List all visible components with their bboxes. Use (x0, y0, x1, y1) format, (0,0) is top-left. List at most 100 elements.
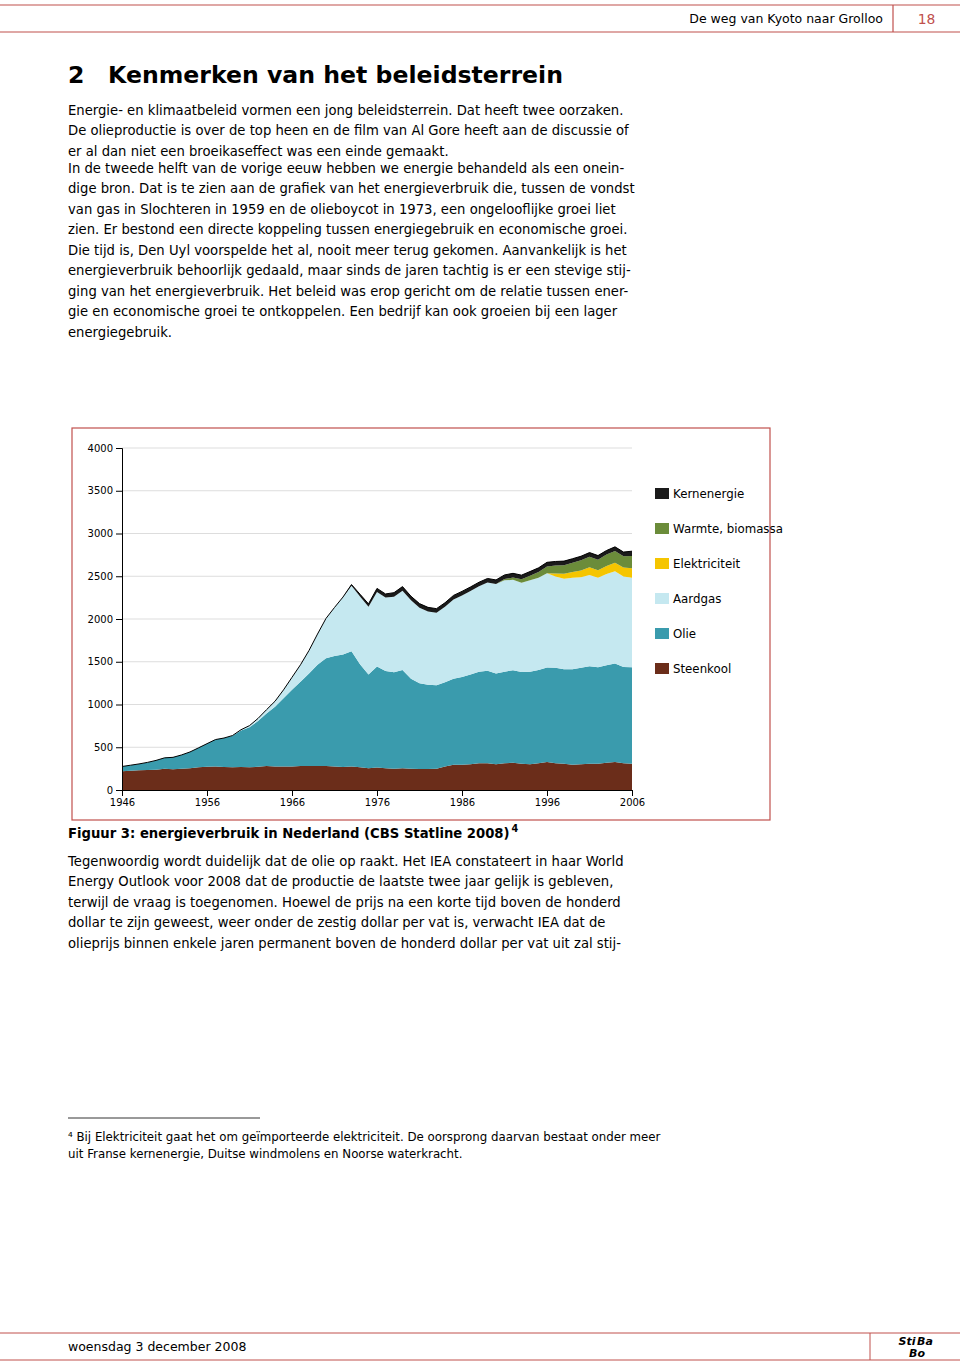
tick-mark (632, 790, 633, 796)
paragraph-line: Die tijd is, Den Uyl voorspelde het al, … (68, 243, 627, 258)
logo-text: Bo (909, 1347, 925, 1360)
paragraph-line: gie en economische groei te ontkoppelen.… (68, 304, 618, 319)
paragraph-line: olieprijs binnen enkele jaren permanent … (68, 936, 621, 951)
plot-area (122, 547, 632, 790)
legend-label: Steenkool (673, 662, 731, 676)
tick-mark (207, 790, 208, 796)
stack-top-line (122, 547, 632, 767)
tick-mark (116, 491, 122, 492)
legend-swatch (655, 628, 669, 639)
paragraph-line: Energy Outlook voor 2008 dat de producti… (68, 874, 613, 889)
tick: 1986 (450, 790, 475, 808)
legend-label: Warmte, biomassa (673, 522, 783, 536)
paragraph-line: zien. Er bestond een directe koppeling t… (68, 222, 627, 237)
tick-mark (462, 790, 463, 796)
tick-mark (116, 705, 122, 706)
paragraph-line: Tegenwoordig wordt duidelijk dat de olie… (67, 854, 624, 869)
axis-line (123, 791, 633, 797)
tick-mark (116, 534, 122, 535)
paragraph-line: energiegebruik. (68, 325, 172, 340)
legend-swatch (655, 488, 669, 499)
paragraph-line: ging van het energieverbruik. Het beleid… (68, 284, 629, 299)
paragraph-line: energieverbruik behoorlijk gedaald, maar… (68, 263, 631, 278)
legend-label: Elektriciteit (673, 557, 740, 571)
paragraph-line: terwijl de vraag is toegenomen. Hoewel d… (68, 895, 621, 910)
legend-label: Aardgas (673, 592, 721, 606)
chart-frame (72, 428, 770, 820)
tick: 4000 (88, 443, 122, 454)
x-axis: 1946195619661976198619962006 (110, 790, 645, 808)
page-number: 18 (918, 11, 936, 27)
legend-swatch (655, 558, 669, 569)
tick: 3000 (88, 528, 122, 539)
header-divider (892, 5, 893, 32)
tick-label: 1996 (535, 797, 560, 808)
tick: 1946 (110, 790, 135, 808)
tick-mark (122, 790, 123, 796)
tick-label: 3500 (88, 485, 113, 496)
header-rule (0, 4, 960, 5)
tick: 1956 (195, 790, 220, 808)
tick-mark (116, 747, 122, 748)
footer-date: woensdag 3 december 2008 (68, 1339, 246, 1354)
grid-line (122, 533, 632, 534)
tick-mark (116, 448, 122, 449)
tick: 1000 (88, 699, 122, 710)
footer-rule (0, 1333, 960, 1334)
tick-label: 2000 (88, 614, 113, 625)
header-rule (0, 31, 960, 32)
tick-mark (116, 619, 122, 620)
tick-label: 1500 (88, 656, 113, 667)
tick: 1976 (365, 790, 390, 808)
footer-divider (870, 1333, 871, 1360)
paragraph-line: In de tweede helft van de vorige eeuw he… (68, 161, 624, 176)
footer-rule (0, 1360, 960, 1361)
tick-label: 2500 (88, 571, 113, 582)
area-series (122, 551, 632, 767)
grid (122, 448, 632, 790)
paragraph-line: De olieproductie is over de top heen en … (68, 123, 629, 138)
paragraph-line: dige bron. Dat is te zien aan de grafiek… (68, 181, 635, 196)
tick-mark (116, 790, 122, 791)
tick: 2000 (88, 614, 122, 625)
area-series (122, 547, 632, 767)
tick: 1966 (280, 790, 305, 808)
tick-mark (377, 790, 378, 796)
footnote-mark: 4 (512, 823, 519, 834)
tick-label: 3000 (88, 528, 113, 539)
footnote-line: ⁴ Bij Elektriciteit gaat het om geïmport… (68, 1130, 661, 1144)
footnote-rule (68, 1118, 260, 1119)
header-text: De weg van Kyoto naar Grolloo (689, 11, 883, 26)
legend-label: Kernenergie (673, 487, 744, 501)
tick: 0 (107, 785, 122, 796)
tick-label: 1956 (195, 797, 220, 808)
tick-label: 1986 (450, 797, 475, 808)
chapter-title: 2 Kenmerken van het beleidsterrein (68, 61, 563, 89)
y-axis: 05001000150020002500300035004000 (88, 443, 123, 796)
area-series (122, 651, 632, 771)
tick-mark (547, 790, 548, 796)
footnote-line: uit Franse kernenergie, Duitse windmolen… (68, 1147, 462, 1161)
area-series (122, 571, 632, 766)
tick-label: 0 (107, 785, 113, 796)
grid-line (122, 490, 632, 491)
legend-swatch (655, 523, 669, 534)
legend-swatch (655, 593, 669, 604)
tick: 1996 (535, 790, 560, 808)
chart: 0500100015002000250030003500400019461956… (88, 443, 646, 808)
tick-label: 4000 (88, 443, 113, 454)
paragraph-line: Energie- en klimaatbeleid vormen een jon… (68, 103, 623, 118)
paragraph-line: er al dan niet een broeikaseffect was ee… (68, 144, 449, 159)
tick-label: 1946 (110, 797, 135, 808)
legend: Kernenergie Warmte, biomassa Elektriciteit… (655, 487, 783, 676)
paragraph-line: dollar te zijn geweest, weer onder de ze… (68, 915, 605, 930)
legend-label: Olie (673, 627, 696, 641)
tick-label: 1976 (365, 797, 390, 808)
tick: 2500 (88, 571, 122, 582)
area-series (122, 563, 632, 767)
tick-mark (292, 790, 293, 796)
tick-label: 1000 (88, 699, 113, 710)
axis-line (116, 449, 123, 791)
page: De weg van Kyoto naar Grolloo 18 2 Kenmerk… (0, 0, 960, 1371)
tick-mark (116, 662, 122, 663)
